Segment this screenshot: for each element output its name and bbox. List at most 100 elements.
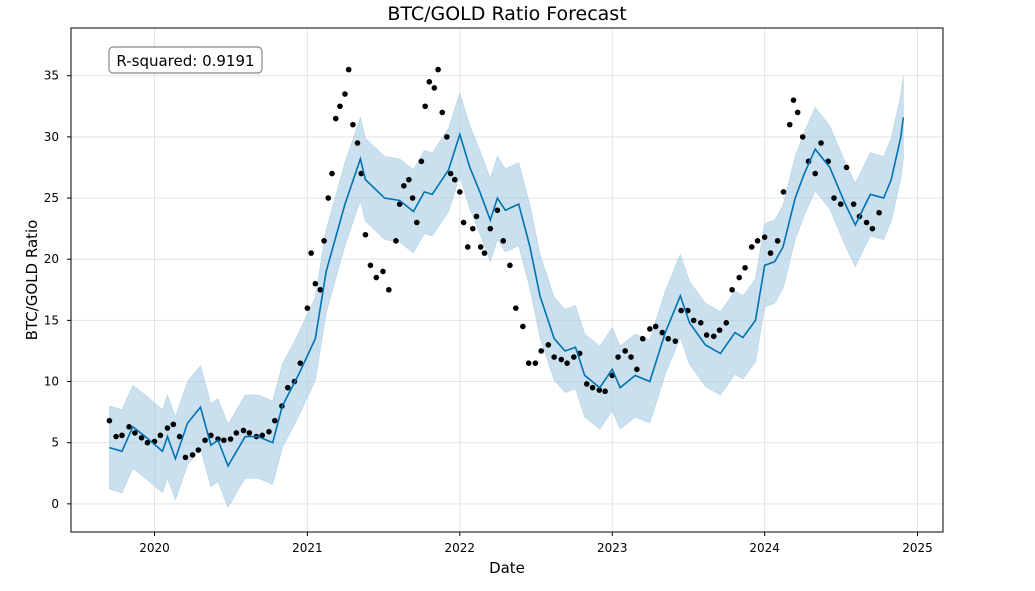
observed-point [457, 189, 463, 195]
r-squared-text: R-squared: 0.9191 [116, 52, 254, 70]
observed-point [208, 432, 214, 439]
x-axis: 2020 2021 2022 2023 2024 2025 [139, 532, 933, 555]
observed-point [500, 238, 507, 244]
observed-point [132, 430, 138, 436]
y-tick-label: 15 [44, 313, 59, 327]
observed-point [297, 360, 304, 366]
observed-point [723, 320, 730, 326]
observed-point [767, 250, 774, 256]
y-tick-label: 5 [51, 436, 59, 450]
observed-point [439, 109, 446, 116]
observed-point [812, 170, 819, 177]
observed-point [451, 176, 458, 183]
observed-point [754, 238, 761, 244]
observed-point [672, 338, 679, 344]
observed-point [426, 79, 433, 85]
observed-point [259, 432, 266, 439]
observed-point [690, 317, 697, 324]
observed-point [837, 201, 844, 207]
observed-point [703, 332, 710, 338]
observed-point [157, 432, 164, 439]
observed-point [481, 250, 488, 256]
observed-point [520, 323, 526, 330]
y-tick-label: 30 [44, 130, 59, 144]
observed-point [558, 356, 565, 363]
observed-point [422, 103, 428, 110]
observed-point [564, 360, 570, 366]
observed-point [831, 195, 837, 201]
observed-point [697, 320, 704, 326]
observed-points [106, 66, 882, 461]
observed-point [367, 262, 374, 269]
observed-point [240, 427, 247, 434]
observed-point [401, 183, 407, 189]
observed-point [119, 432, 125, 439]
observed-point [628, 354, 634, 360]
observed-point [774, 238, 781, 244]
observed-point [551, 354, 557, 360]
observed-point [325, 195, 332, 201]
x-tick-label: 2024 [749, 541, 780, 555]
observed-point [304, 305, 311, 311]
y-axis: 0 5 10 15 20 25 30 35 [44, 69, 71, 511]
observed-point [246, 430, 253, 436]
observed-point [317, 286, 324, 293]
y-tick-label: 10 [44, 375, 59, 389]
observed-point [532, 360, 539, 366]
observed-point [266, 428, 272, 435]
observed-point [571, 354, 577, 360]
observed-point [272, 417, 278, 424]
observed-point [321, 238, 327, 244]
observed-point [284, 384, 291, 391]
observed-point [583, 381, 590, 387]
observed-point [869, 225, 876, 232]
observed-point [460, 219, 467, 226]
x-tick-label: 2021 [292, 541, 323, 555]
observed-point [647, 326, 653, 332]
observed-point [790, 97, 797, 103]
x-tick-label: 2023 [597, 541, 628, 555]
observed-point [144, 439, 151, 446]
observed-point [176, 433, 183, 440]
observed-point [354, 140, 361, 146]
observed-point [138, 435, 145, 441]
observed-point [538, 348, 545, 354]
observed-point [362, 231, 369, 238]
observed-point [406, 176, 412, 183]
observed-point [345, 66, 352, 73]
observed-point [195, 447, 202, 453]
observed-point [780, 189, 787, 195]
chart-title: BTC/GOLD Ratio Forecast [387, 3, 626, 25]
observed-point [337, 103, 343, 110]
observed-point [350, 121, 356, 128]
observed-point [380, 268, 386, 275]
observed-point [710, 333, 717, 340]
observed-point [487, 225, 494, 232]
observed-point [342, 91, 348, 97]
observed-point [799, 134, 806, 140]
observed-point [106, 417, 113, 424]
observed-point [850, 201, 857, 207]
x-tick-label: 2022 [445, 541, 476, 555]
observed-point [113, 433, 119, 440]
observed-point [435, 66, 441, 73]
observed-point [332, 115, 339, 122]
observed-point [716, 327, 723, 333]
observed-point [477, 244, 484, 250]
observed-point [189, 452, 196, 458]
observed-point [418, 158, 425, 165]
observed-point [678, 307, 684, 314]
observed-point [665, 335, 672, 342]
observed-point [494, 207, 501, 214]
observed-point [396, 201, 403, 207]
observed-point [329, 170, 335, 177]
observed-point [786, 121, 793, 128]
observed-point [469, 225, 476, 232]
observed-point [447, 170, 454, 177]
observed-point [639, 335, 646, 342]
observed-point [794, 109, 801, 116]
observed-point [761, 234, 768, 240]
observed-point [164, 425, 171, 431]
observed-point [512, 305, 519, 311]
